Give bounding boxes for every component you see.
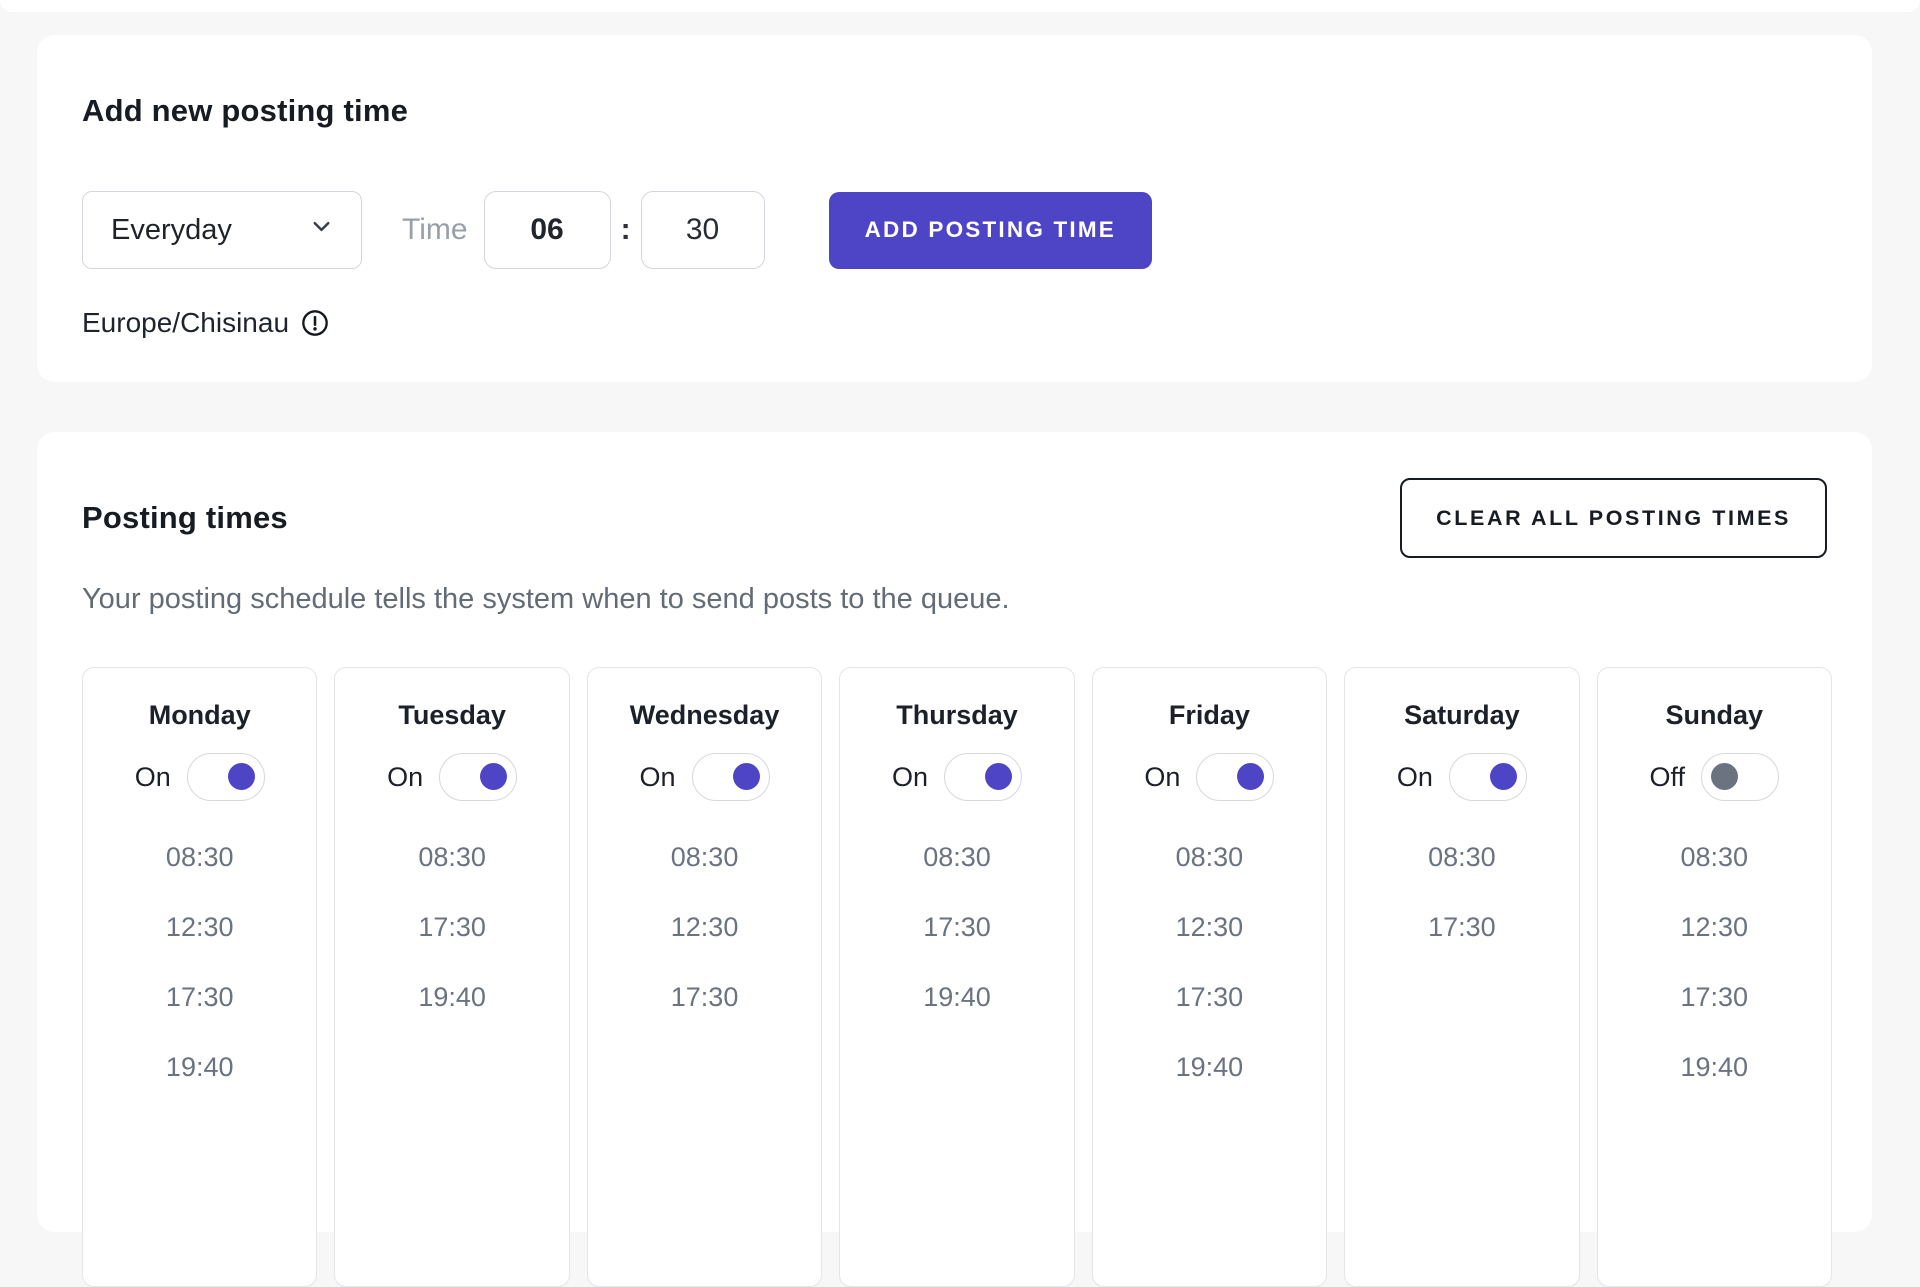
posting-time-item[interactable]: 08:30 xyxy=(418,842,486,872)
posting-time-item[interactable]: 17:30 xyxy=(1175,982,1244,1012)
hour-input[interactable] xyxy=(483,191,611,269)
day-times: 08:30 17:30 19:40 xyxy=(840,835,1073,1019)
day-times: 08:30 12:30 17:30 xyxy=(588,835,821,1019)
posting-time-item[interactable]: 08:30 xyxy=(1680,842,1749,872)
posting-time-item[interactable]: 17:30 xyxy=(670,982,739,1012)
posting-time-item[interactable]: 08:30 xyxy=(1428,842,1496,872)
posting-time-item[interactable]: 12:30 xyxy=(670,912,739,942)
day-name: Monday xyxy=(148,700,251,730)
day-toggle-label: On xyxy=(1396,761,1433,792)
minute-input[interactable] xyxy=(640,191,765,269)
posting-time-item[interactable]: 17:30 xyxy=(165,982,234,1012)
toggle-knob-icon xyxy=(1711,763,1739,790)
day-name: Saturday xyxy=(1404,700,1520,730)
posting-times-header: Posting times CLEAR ALL POSTING TIMES xyxy=(82,478,1832,558)
posting-time-item[interactable]: 12:30 xyxy=(165,912,234,942)
day-card: Saturday On 08:30 17:30 xyxy=(1344,667,1580,1287)
day-card: Wednesday On 08:30 12:30 17:30 xyxy=(586,667,823,1287)
day-name: Wednesday xyxy=(629,700,780,730)
posting-time-item[interactable]: 17:30 xyxy=(923,912,991,942)
day-card: Sunday Off 08:30 12:30 17:30 19:40 xyxy=(1596,667,1832,1287)
chevron-down-icon xyxy=(308,213,335,248)
day-toggle-row: Off xyxy=(1598,752,1831,802)
day-toggle[interactable] xyxy=(186,753,265,801)
top-card-edge xyxy=(0,0,1920,12)
toggle-knob-icon xyxy=(732,763,760,790)
day-card: Monday On 08:30 12:30 17:30 19:40 xyxy=(82,667,318,1287)
add-posting-time-controls: Everyday Time : ADD POSTING TIME xyxy=(82,191,1827,269)
posting-time-item[interactable]: 08:30 xyxy=(1175,842,1244,872)
day-toggle-row: On xyxy=(588,752,821,802)
posting-time-item[interactable]: 19:40 xyxy=(1175,1052,1244,1082)
toggle-knob-icon xyxy=(227,763,255,790)
day-card: Friday On 08:30 12:30 17:30 19:40 xyxy=(1091,667,1328,1287)
timezone-row: Europe/Chisinau xyxy=(82,307,1827,339)
toggle-knob-icon xyxy=(985,763,1012,790)
clear-all-posting-times-button[interactable]: CLEAR ALL POSTING TIMES xyxy=(1400,478,1827,558)
day-toggle-row: On xyxy=(335,752,568,802)
posting-times-description: Your posting schedule tells the system w… xyxy=(82,583,1010,615)
time-separator: : xyxy=(620,213,631,246)
days-grid: Monday On 08:30 12:30 17:30 19:40 Tuesday O… xyxy=(82,667,1832,1287)
frequency-select-value: Everyday xyxy=(111,213,232,246)
posting-times-card: Posting times CLEAR ALL POSTING TIMES Yo… xyxy=(37,432,1872,1287)
day-toggle-label: On xyxy=(134,761,171,792)
day-toggle-label: Off xyxy=(1649,761,1686,792)
toggle-knob-icon xyxy=(1489,763,1517,790)
day-toggle-row: On xyxy=(840,752,1073,802)
day-times: 08:30 12:30 17:30 19:40 xyxy=(1598,835,1831,1089)
day-card: Thursday On 08:30 17:30 19:40 xyxy=(839,667,1075,1287)
day-toggle[interactable] xyxy=(691,753,770,801)
posting-time-item[interactable]: 12:30 xyxy=(1680,912,1749,942)
frequency-select[interactable]: Everyday xyxy=(82,191,362,269)
day-toggle[interactable] xyxy=(1701,753,1780,801)
day-times: 08:30 17:30 19:40 xyxy=(335,835,568,1019)
posting-time-item[interactable]: 17:30 xyxy=(418,912,486,942)
day-toggle-row: On xyxy=(1345,752,1578,802)
posting-time-item[interactable]: 19:40 xyxy=(1680,1052,1749,1082)
posting-time-item[interactable]: 17:30 xyxy=(1428,912,1496,942)
day-toggle-row: On xyxy=(1093,752,1326,802)
add-posting-time-title: Add new posting time xyxy=(82,93,409,128)
day-toggle-label: On xyxy=(891,761,928,792)
day-times: 08:30 12:30 17:30 19:40 xyxy=(1093,835,1326,1089)
add-posting-time-card: Add new posting time Everyday Time : ADD… xyxy=(37,35,1872,382)
day-name: Friday xyxy=(1168,700,1250,730)
alert-circle-icon[interactable] xyxy=(301,309,329,337)
day-toggle[interactable] xyxy=(1448,753,1527,801)
toggle-knob-icon xyxy=(480,763,508,790)
posting-time-item[interactable]: 08:30 xyxy=(165,842,234,872)
posting-times-title: Posting times xyxy=(82,500,288,535)
day-toggle[interactable] xyxy=(944,753,1022,801)
posting-time-item[interactable]: 19:40 xyxy=(165,1052,234,1082)
day-name: Thursday xyxy=(896,700,1018,730)
day-toggle-row: On xyxy=(83,752,316,802)
time-label: Time xyxy=(402,213,468,246)
add-posting-time-button[interactable]: ADD POSTING TIME xyxy=(828,191,1153,269)
day-name: Sunday xyxy=(1665,700,1764,730)
day-card: Tuesday On 08:30 17:30 19:40 xyxy=(334,667,570,1287)
posting-time-item[interactable]: 19:40 xyxy=(418,982,486,1012)
day-name: Tuesday xyxy=(398,700,506,730)
day-toggle-label: On xyxy=(1144,761,1181,792)
day-toggle[interactable] xyxy=(439,753,518,801)
day-toggle[interactable] xyxy=(1196,753,1275,801)
posting-time-item[interactable]: 12:30 xyxy=(1175,912,1244,942)
toggle-knob-icon xyxy=(1237,763,1265,790)
timezone-label: Europe/Chisinau xyxy=(82,307,290,338)
posting-time-item[interactable]: 19:40 xyxy=(923,982,991,1012)
day-times: 08:30 12:30 17:30 19:40 xyxy=(83,835,316,1089)
day-toggle-label: On xyxy=(387,761,424,792)
posting-time-item[interactable]: 08:30 xyxy=(670,842,739,872)
posting-time-item[interactable]: 08:30 xyxy=(923,842,991,872)
posting-time-item[interactable]: 17:30 xyxy=(1680,982,1749,1012)
day-times: 08:30 17:30 xyxy=(1345,835,1578,949)
day-toggle-label: On xyxy=(639,761,676,792)
